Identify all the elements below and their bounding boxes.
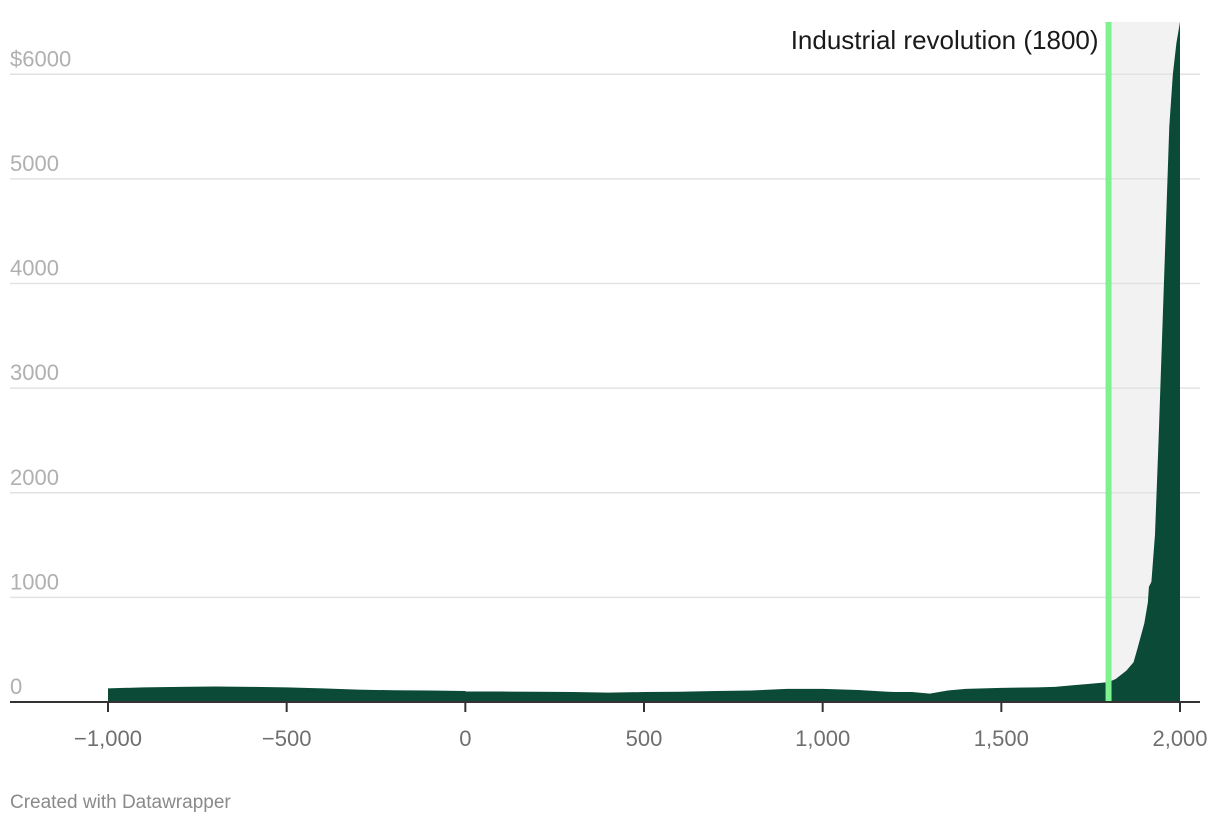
- annotation-label: Industrial revolution (1800): [791, 25, 1099, 55]
- data-area: [108, 22, 1180, 702]
- gridlines: [10, 73, 1200, 599]
- x-tick-label: 500: [626, 726, 663, 751]
- y-tick-label: 4000: [10, 256, 59, 281]
- x-axis-labels: −1,000 −500 0 500 1,000 1,500 2,000: [74, 726, 1207, 751]
- y-axis-labels: 0 1000 2000 3000 4000 5000 $6000: [10, 46, 71, 699]
- x-tick-label: −500: [262, 726, 312, 751]
- event-line: [1105, 22, 1112, 702]
- event-line-layer: [1105, 22, 1112, 702]
- credit-text: Created with Datawrapper: [10, 792, 231, 813]
- x-tick-label: −1,000: [74, 726, 142, 751]
- data-area-layer: [108, 22, 1180, 702]
- annotation-layer: Industrial revolution (1800): [791, 25, 1099, 55]
- x-axis: [10, 701, 1200, 712]
- y-tick-label: 3000: [10, 360, 59, 385]
- y-tick-label: 2000: [10, 465, 59, 490]
- x-tick-label: 1,500: [974, 726, 1029, 751]
- y-tick-label: $6000: [10, 46, 71, 71]
- y-tick-label: 1000: [10, 569, 59, 594]
- x-tick-label: 0: [459, 726, 471, 751]
- x-tick-label: 2,000: [1152, 726, 1207, 751]
- y-tick-label: 0: [10, 674, 22, 699]
- y-tick-label: 5000: [10, 151, 59, 176]
- x-tick-label: 1,000: [795, 726, 850, 751]
